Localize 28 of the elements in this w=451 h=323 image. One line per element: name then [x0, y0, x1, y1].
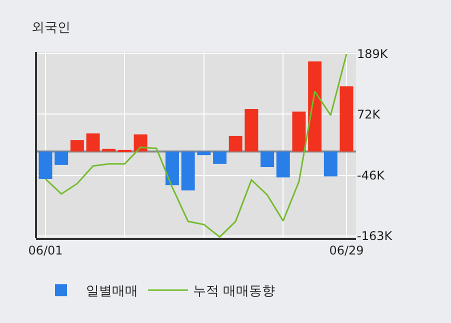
bar [276, 151, 290, 178]
bar [213, 151, 226, 164]
y-tick-label: -163K [357, 229, 394, 244]
bar [181, 151, 195, 190]
y-tick-label: 189K [357, 46, 389, 61]
bar [340, 86, 354, 152]
bar [324, 151, 338, 176]
legend-label: 일별매매 [86, 284, 138, 300]
bar [54, 151, 68, 165]
bar [70, 140, 84, 152]
bar [228, 136, 242, 152]
bar [38, 151, 52, 179]
bar [102, 148, 116, 152]
bar [308, 61, 322, 152]
bar [197, 151, 211, 156]
bar [260, 151, 274, 168]
legend-label: 누적 매매동향 [193, 284, 276, 300]
bar [244, 108, 258, 152]
line-series [44, 53, 348, 238]
y-tick-label: 72K [357, 107, 382, 122]
bar [166, 151, 179, 186]
bar [86, 133, 100, 152]
chart-title: 외국인 [32, 20, 71, 36]
bar [292, 112, 306, 152]
y-tick-label: -46K [357, 168, 386, 183]
x-tick-label: 06/29 [329, 243, 364, 258]
x-tick-label: 06/01 [28, 243, 63, 258]
bar [134, 134, 148, 152]
